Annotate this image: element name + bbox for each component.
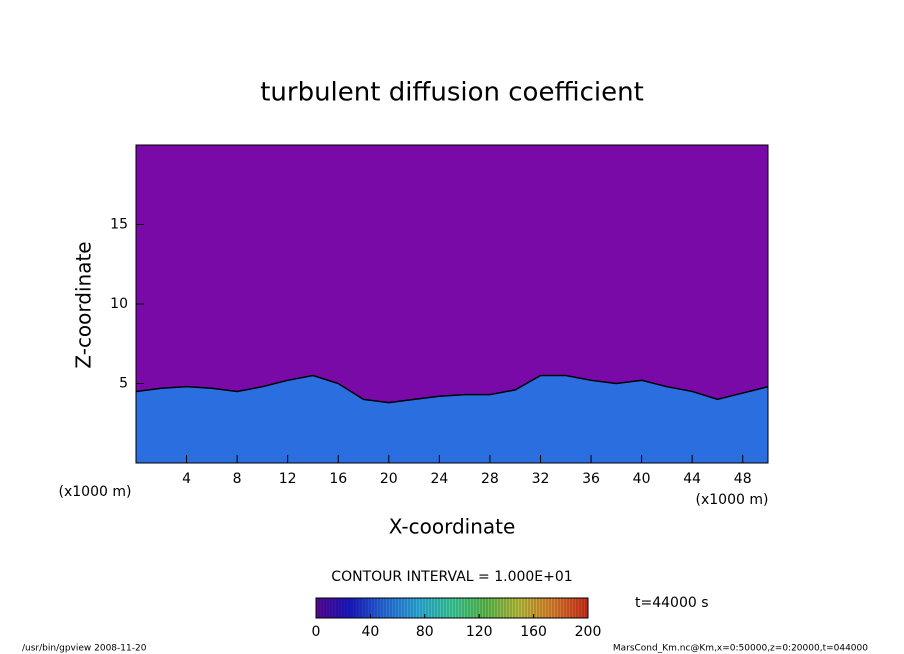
x-tick-label: 40: [633, 471, 651, 487]
x-tick-label: 20: [380, 471, 398, 487]
x-tick-label: 48: [734, 471, 752, 487]
time-label: t=44000 s: [635, 595, 709, 611]
y-tick-label: 5: [119, 376, 128, 392]
contour-interval: CONTOUR INTERVAL = 1.000E+01: [331, 569, 572, 585]
turbulent-layer-top: [135, 374, 769, 404]
colorbar-tick-label: 120: [466, 624, 493, 640]
colorbar-tick-label: 160: [520, 624, 547, 640]
y-tick-label: 10: [110, 296, 128, 312]
x-tick-label: 32: [532, 471, 550, 487]
x-tick-label: 8: [233, 471, 242, 487]
x-tick-label: 16: [329, 471, 347, 487]
colorbar-tick-label: 80: [416, 624, 434, 640]
colorbar-tick-label: 200: [575, 624, 602, 640]
x-tick-label: 4: [182, 471, 191, 487]
x-tick-label: 44: [683, 471, 701, 487]
colorbar-tick-label: 40: [361, 624, 379, 640]
x-tick-label: 28: [481, 471, 499, 487]
x-tick-label: 12: [279, 471, 297, 487]
y-axis-label: Z-coordinate: [72, 241, 96, 368]
footer-left: /usr/bin/gpview 2008-11-20: [22, 644, 147, 654]
y-unit-label: (x1000 m): [59, 484, 132, 500]
colorbar-tick-label: 0: [312, 624, 321, 640]
chart-title: turbulent diffusion coefficient: [260, 78, 644, 108]
x-tick-label: 24: [430, 471, 448, 487]
x-unit-label: (x1000 m): [696, 492, 769, 508]
x-axis-label: X-coordinate: [389, 515, 516, 539]
footer-right: MarsCond_Km.nc@Km,x=0:50000,z=0:20000,t=…: [613, 644, 868, 654]
y-tick-label: 15: [110, 217, 128, 233]
turbulent-layer-fill: [136, 375, 768, 463]
x-tick-label: 36: [582, 471, 600, 487]
